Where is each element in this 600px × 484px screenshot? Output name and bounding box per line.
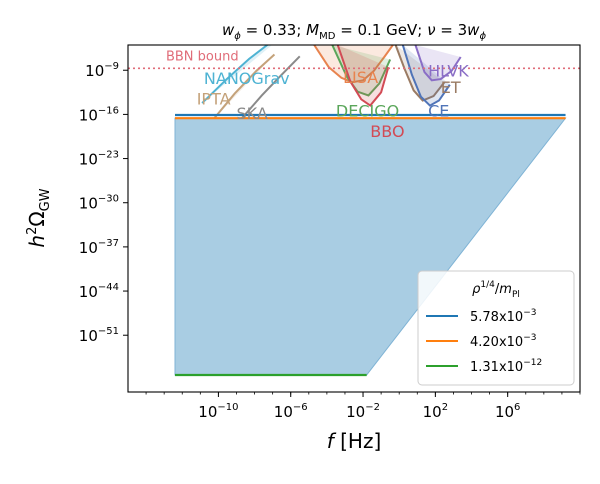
experiment-label-bbo: BBO bbox=[370, 122, 404, 141]
legend-box bbox=[417, 270, 575, 386]
experiment-region-decigo bbox=[332, 45, 391, 96]
experiment-curve-ce bbox=[401, 45, 451, 107]
x-tick-label: 10−2 bbox=[346, 402, 380, 421]
legend-title: ρ1/4/mPl bbox=[472, 280, 520, 300]
legend-label-series-1: 5.78x10−3 bbox=[470, 308, 536, 325]
axis-ticks: 10−10 10−6 10−2 102 106 10−9 10−16 10−23 10−30 10… bbox=[79, 61, 581, 421]
legend-label-series-2: 4.20x10−3 bbox=[470, 333, 536, 350]
x-tick-label: 10−10 bbox=[198, 402, 238, 421]
chart-title: wϕ = 0.33; MMD = 0.1 GeV; ν = 3wϕ bbox=[222, 21, 487, 42]
experiment-label-ska: SKA bbox=[236, 104, 267, 123]
experiment-curve-ipta bbox=[210, 53, 276, 123]
experiment-label-ce: CE bbox=[428, 101, 449, 120]
experiment-region-nanograv bbox=[202, 45, 273, 104]
y-tick-label: 10−9 bbox=[85, 61, 119, 80]
experiment-label-decigo: DECIGO bbox=[336, 101, 399, 120]
experiment-curve-et bbox=[394, 45, 446, 102]
y-tick-label: 10−51 bbox=[79, 326, 119, 345]
experiment-label-ipta: IPTA bbox=[197, 89, 231, 108]
bbn-bound-label: BBN bound bbox=[166, 49, 239, 64]
plot-frame bbox=[127, 44, 581, 393]
experiment-label-et: ET bbox=[441, 78, 461, 97]
x-axis-label: f [Hz] bbox=[327, 429, 382, 453]
y-tick-label: 10−30 bbox=[79, 194, 119, 213]
y-tick-label: 10−37 bbox=[79, 238, 119, 257]
legend-label-series-3: 1.31x10−12 bbox=[470, 358, 542, 375]
experiment-curve-nanograv bbox=[201, 45, 270, 104]
experiment-label-hlvk: HLVK bbox=[428, 62, 469, 81]
x-tick-label: 106 bbox=[495, 402, 520, 421]
experiment-curve-lisa bbox=[313, 45, 395, 84]
x-tick-label: 102 bbox=[423, 402, 448, 421]
experiment-curve-bbo bbox=[336, 45, 390, 107]
y-axis-label: h2ΩGW bbox=[25, 188, 53, 247]
y-tick-label: 10−23 bbox=[79, 150, 119, 169]
experiment-region-bbo bbox=[337, 45, 389, 106]
experiment-label-nanograv: NANOGrav bbox=[204, 69, 290, 88]
x-tick-label: 10−6 bbox=[274, 402, 308, 421]
experiment-label-lisa: LISA bbox=[343, 68, 378, 87]
y-tick-label: 10−44 bbox=[79, 282, 119, 301]
experiment-region-lisa bbox=[314, 45, 393, 83]
y-tick-label: 10−16 bbox=[79, 105, 119, 124]
experiment-region-ipta bbox=[211, 54, 275, 122]
legend: ρ1/4/mPl 5.78x10−3 4.20x10−3 1.31x10−12 bbox=[417, 270, 575, 386]
experiment-curve-decigo bbox=[331, 45, 392, 97]
